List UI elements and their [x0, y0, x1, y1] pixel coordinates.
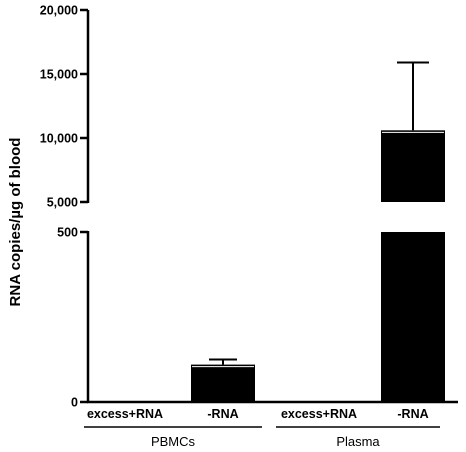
group-label: PBMCs — [151, 434, 196, 449]
x-category-label: excess+RNA — [87, 407, 163, 421]
bars — [191, 130, 445, 402]
bar-upper-segment — [381, 130, 445, 202]
y-tick-label: 20,000 — [40, 4, 78, 18]
y-tick-label: 0 — [71, 396, 78, 410]
y-tick-label: 5,000 — [47, 196, 78, 210]
x-groups: PBMCs Plasma — [84, 426, 440, 449]
x-categories: excess+RNA -RNA excess+RNA -RNA — [87, 407, 429, 421]
y-tick-label: 15,000 — [40, 68, 78, 82]
y-tick-label: 500 — [57, 226, 78, 240]
x-category-label: -RNA — [397, 407, 428, 421]
bar-lower-segment — [381, 232, 445, 402]
y-axis-label: RNA copies/µg of blood — [7, 138, 24, 307]
x-category-label: excess+RNA — [281, 407, 357, 421]
bar — [191, 364, 255, 402]
error-bars — [209, 61, 429, 365]
x-category-label: -RNA — [207, 407, 238, 421]
group-label: Plasma — [336, 434, 380, 449]
y-tick-label: 10,000 — [40, 132, 78, 146]
y-ticks: 0 500 5,000 10,000 15,000 20,000 — [40, 4, 88, 410]
